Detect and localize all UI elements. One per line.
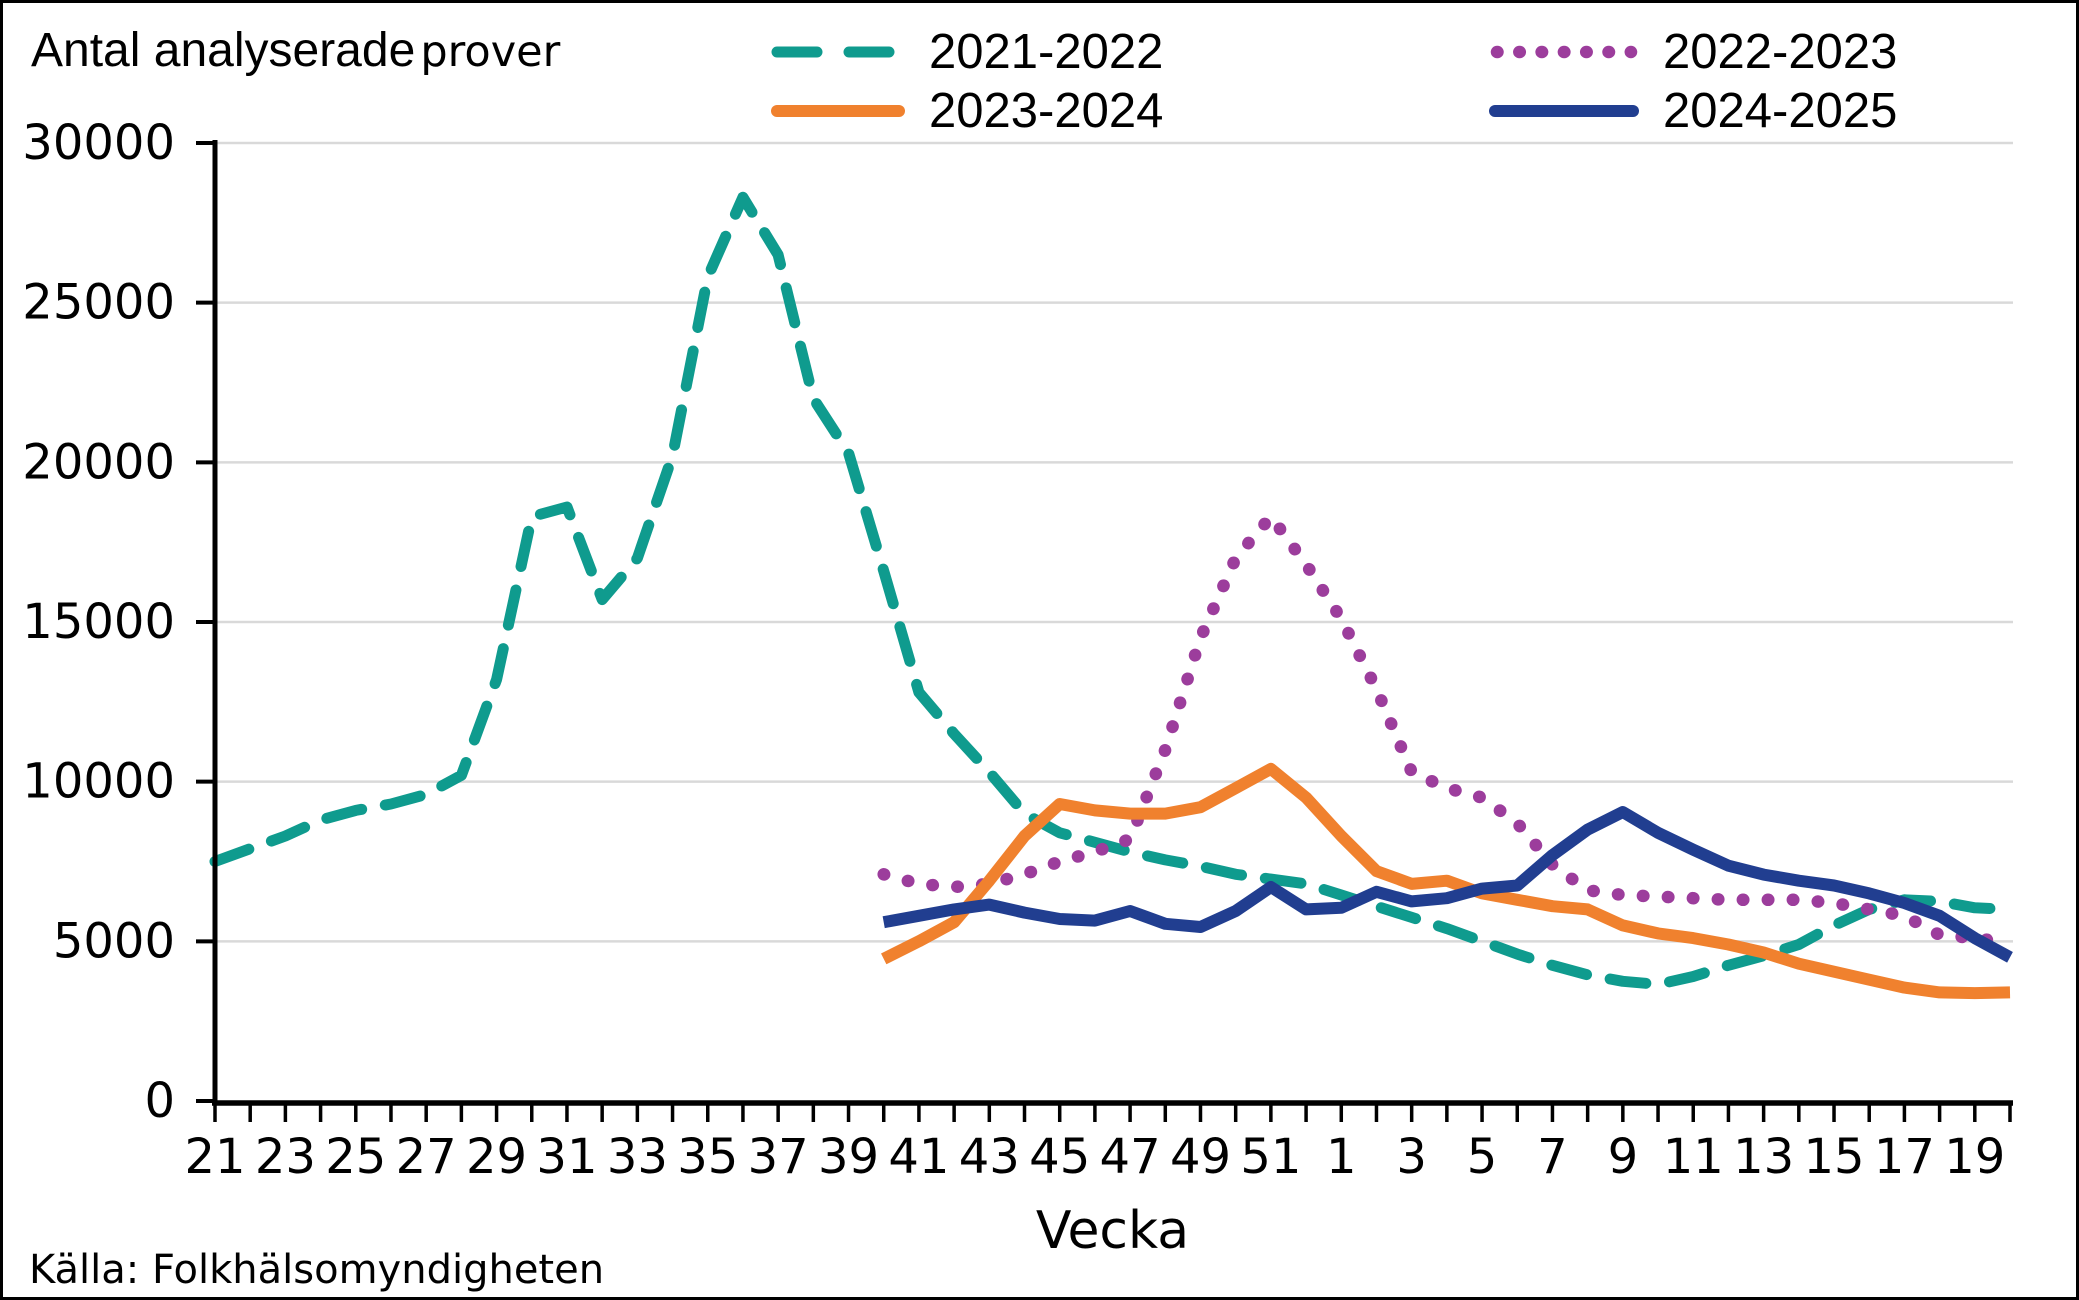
legend-item-2022-2023: 2022-2023 bbox=[1487, 23, 1897, 81]
series-line-2024-2025 bbox=[882, 806, 2013, 963]
chart-title: Antal analyserade prover bbox=[31, 23, 560, 78]
legend-item-2021-2022: 2021-2022 bbox=[769, 23, 1163, 81]
legend-swatch-dashed-icon bbox=[771, 46, 901, 58]
x-tick-label-47: 47 bbox=[1100, 1129, 1161, 1185]
y-tick-label-20000: 20000 bbox=[22, 434, 175, 490]
legend-label: 2023-2024 bbox=[929, 84, 1164, 138]
x-tick-label-41: 41 bbox=[888, 1129, 949, 1185]
x-tick-label-39: 39 bbox=[818, 1129, 879, 1185]
y-tick-label-15000: 15000 bbox=[22, 594, 175, 650]
legend-swatch-dotted-icon bbox=[1490, 45, 1638, 59]
x-tick-label-43: 43 bbox=[959, 1129, 1020, 1185]
x-tick-label-37: 37 bbox=[748, 1129, 809, 1185]
source-caption: Källa: Folkhälsomyndigheten bbox=[29, 1247, 605, 1293]
y-tick-label-0: 0 bbox=[144, 1073, 175, 1129]
chart-title-suffix: prover bbox=[420, 27, 561, 77]
x-axis-title: Vecka bbox=[1035, 1201, 1190, 1261]
x-tick-label-25: 25 bbox=[325, 1129, 386, 1185]
x-tick-label-35: 35 bbox=[677, 1129, 738, 1185]
x-tick-label-13: 13 bbox=[1733, 1129, 1794, 1185]
chart-plot-area: 0 5000 10000 15000 20000 25000 30000 21 23 25 27 29… bbox=[22, 115, 2017, 1185]
legend-label: 2022-2023 bbox=[1663, 25, 1898, 79]
x-tick-label-11: 11 bbox=[1663, 1129, 1724, 1185]
x-tick-label-23: 23 bbox=[255, 1129, 316, 1185]
legend-swatch-solid-icon bbox=[1489, 105, 1639, 117]
legend-item-2024-2025: 2024-2025 bbox=[1487, 82, 1897, 140]
legend-swatch-solid-icon bbox=[771, 105, 905, 117]
x-tick-label-29: 29 bbox=[466, 1129, 527, 1185]
series-line-2021-2022 bbox=[209, 191, 2016, 990]
x-tick-label-21: 21 bbox=[184, 1129, 245, 1185]
y-tick-label-5000: 5000 bbox=[53, 913, 175, 969]
x-tick-label-1: 1 bbox=[1326, 1129, 1357, 1185]
x-tick-label-49: 49 bbox=[1170, 1129, 1231, 1185]
x-tick-label-7: 7 bbox=[1537, 1129, 1568, 1185]
x-tick-label-31: 31 bbox=[536, 1129, 597, 1185]
legend-item-2023-2024: 2023-2024 bbox=[769, 82, 1163, 140]
y-tick-label-25000: 25000 bbox=[22, 275, 175, 331]
chart-title-main: Antal analyserade bbox=[31, 24, 416, 77]
y-tick-label-30000: 30000 bbox=[22, 115, 175, 171]
x-tick-label-5: 5 bbox=[1467, 1129, 1498, 1185]
series-line-2023-2024 bbox=[881, 762, 2011, 1000]
x-tick-label-15: 15 bbox=[1803, 1129, 1864, 1185]
y-tick-label-10000: 10000 bbox=[22, 754, 175, 810]
x-tick-label-27: 27 bbox=[396, 1129, 457, 1185]
legend-label: 2021-2022 bbox=[929, 25, 1164, 79]
x-tick-label-9: 9 bbox=[1608, 1129, 1639, 1185]
x-tick-label-51: 51 bbox=[1240, 1129, 1301, 1185]
x-tick-label-3: 3 bbox=[1396, 1129, 1427, 1185]
series-line-2022-2023 bbox=[877, 510, 2017, 950]
legend-label: 2024-2025 bbox=[1663, 84, 1898, 138]
x-tick-label-33: 33 bbox=[607, 1129, 668, 1185]
x-tick-label-19: 19 bbox=[1944, 1129, 2005, 1185]
x-tick-label-17: 17 bbox=[1874, 1129, 1935, 1185]
x-tick-label-45: 45 bbox=[1029, 1129, 1090, 1185]
